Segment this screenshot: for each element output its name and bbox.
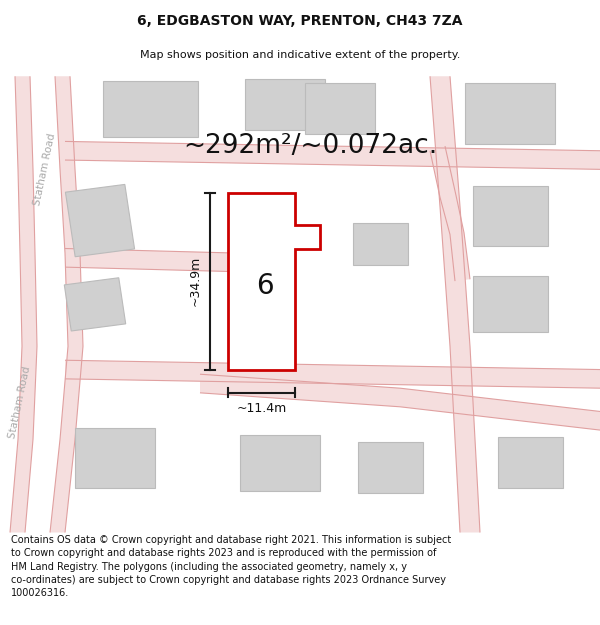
Bar: [240, 435, 320, 491]
Text: Statham Road: Statham Road: [7, 365, 32, 439]
Polygon shape: [430, 146, 470, 281]
Bar: [245, 79, 325, 130]
Bar: [64, 278, 126, 331]
Polygon shape: [10, 76, 37, 532]
Polygon shape: [200, 374, 600, 430]
Bar: [353, 223, 407, 265]
Polygon shape: [50, 76, 83, 532]
Bar: [473, 186, 548, 246]
Polygon shape: [228, 192, 320, 369]
Bar: [103, 81, 197, 137]
Text: Statham Road: Statham Road: [32, 132, 58, 206]
Bar: [75, 428, 155, 488]
Polygon shape: [430, 76, 480, 532]
Polygon shape: [65, 249, 240, 272]
Bar: [473, 276, 548, 332]
Bar: [358, 442, 422, 493]
Text: ~292m²/~0.072ac.: ~292m²/~0.072ac.: [183, 133, 437, 159]
Polygon shape: [65, 141, 600, 169]
Bar: [305, 83, 375, 134]
Bar: [65, 184, 134, 257]
Text: 6: 6: [256, 272, 274, 300]
Bar: [465, 83, 555, 144]
Polygon shape: [65, 360, 600, 388]
Text: ~34.9m: ~34.9m: [189, 256, 202, 306]
Bar: [497, 437, 563, 488]
Text: Contains OS data © Crown copyright and database right 2021. This information is : Contains OS data © Crown copyright and d…: [11, 535, 451, 598]
Text: 6, EDGBASTON WAY, PRENTON, CH43 7ZA: 6, EDGBASTON WAY, PRENTON, CH43 7ZA: [137, 14, 463, 28]
Text: ~11.4m: ~11.4m: [236, 402, 287, 415]
Text: Map shows position and indicative extent of the property.: Map shows position and indicative extent…: [140, 49, 460, 59]
